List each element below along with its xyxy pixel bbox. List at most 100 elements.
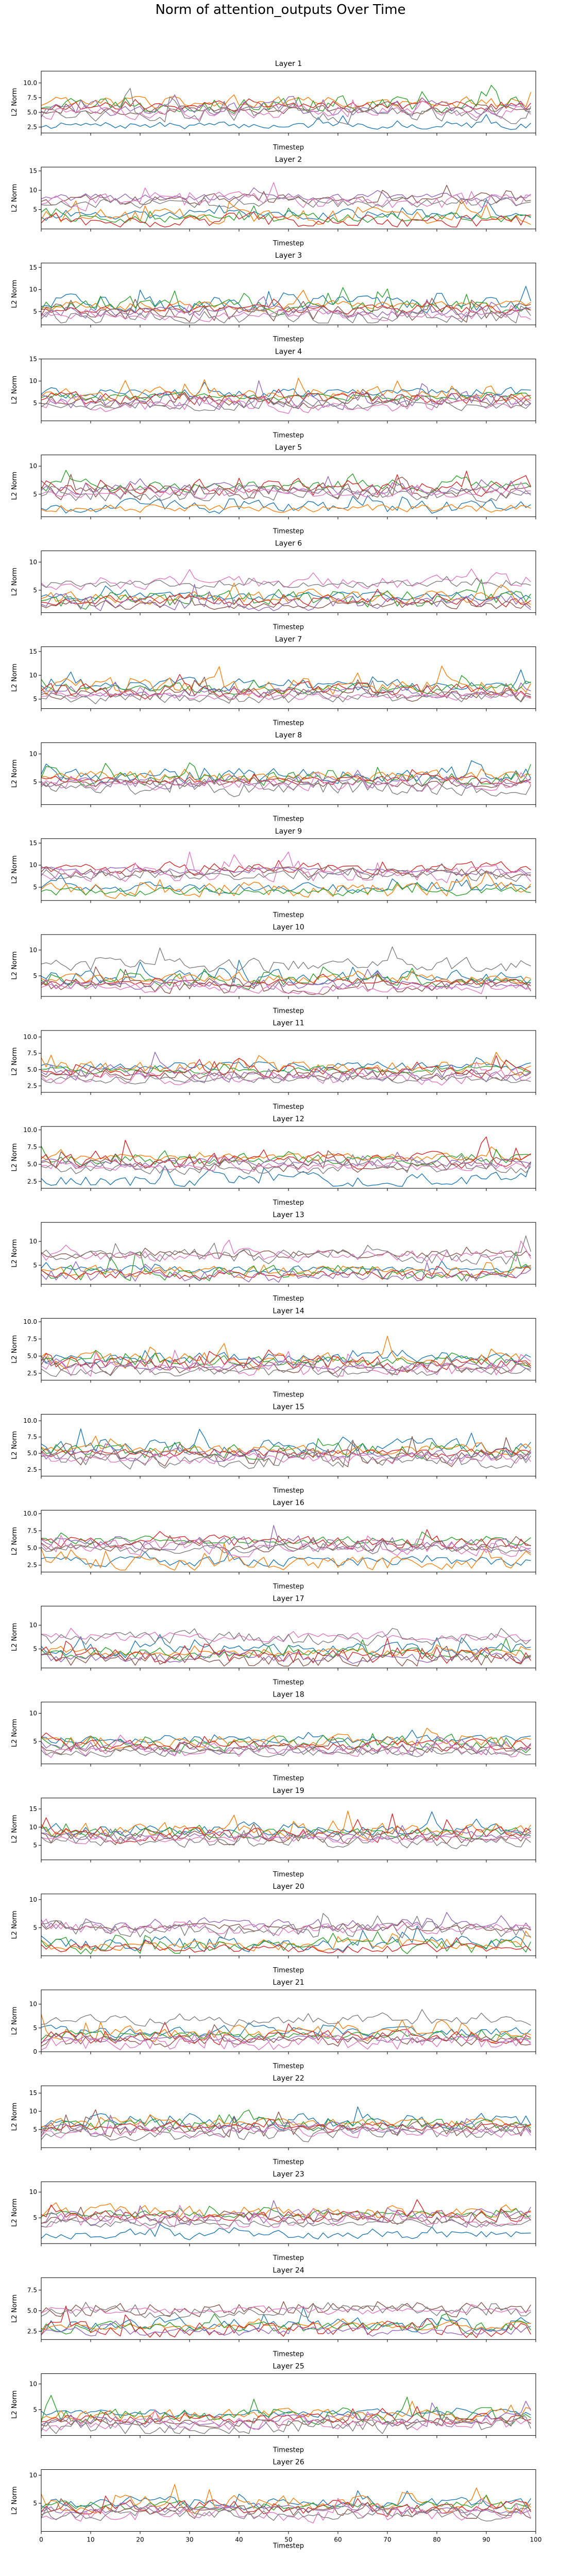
x-tick-label: 70 bbox=[383, 2536, 391, 2544]
series-line bbox=[41, 2498, 531, 2519]
y-tick-label: 10 bbox=[29, 2108, 37, 2115]
y-tick-label: 5 bbox=[33, 308, 37, 315]
series-line bbox=[41, 495, 531, 514]
x-axis-label: Timestep bbox=[273, 720, 304, 727]
y-tick-label: 10 bbox=[29, 2380, 37, 2387]
series-line bbox=[41, 2199, 531, 2223]
y-tick-label: 2.5 bbox=[27, 1082, 37, 1089]
x-axis-label: Timestep bbox=[273, 2158, 304, 2166]
y-tick-label: 5 bbox=[33, 1738, 37, 1745]
series-line bbox=[41, 1449, 531, 1465]
axes-frame bbox=[41, 1030, 536, 1093]
axes-frame bbox=[41, 454, 536, 517]
series-line bbox=[41, 1634, 531, 1658]
series-line bbox=[41, 2395, 531, 2426]
series-line bbox=[41, 1529, 531, 1549]
series-line bbox=[41, 1627, 531, 1646]
x-axis-label: Timestep bbox=[273, 1199, 304, 1207]
series-line bbox=[41, 394, 531, 414]
y-axis-label: L2 Norm bbox=[11, 2103, 19, 2131]
layer-panel: Layer 17 L2 Norm Timestep 5 10 bbox=[11, 1595, 536, 1687]
layer-panel: Layer 9 L2 Norm Timestep 5 10 15 bbox=[11, 827, 536, 919]
series-line bbox=[41, 2503, 531, 2522]
x-axis-label: Timestep bbox=[273, 1103, 304, 1111]
panel-title: Layer 16 bbox=[273, 1499, 304, 1507]
series-line bbox=[41, 2320, 531, 2337]
axes-frame bbox=[41, 1126, 536, 1189]
series-line bbox=[41, 1535, 531, 1558]
y-tick-label: 15 bbox=[29, 2089, 37, 2097]
y-tick-label: 5 bbox=[33, 2024, 37, 2032]
y-tick-label: 5.0 bbox=[27, 109, 37, 116]
series-line bbox=[41, 1627, 531, 1642]
x-axis-label: Timestep bbox=[273, 431, 304, 439]
y-tick-label: 5.0 bbox=[27, 1353, 37, 1360]
y-axis-label: L2 Norm bbox=[11, 1047, 19, 1075]
x-tick-label: 20 bbox=[136, 2536, 144, 2544]
series-line bbox=[41, 974, 531, 987]
series-line bbox=[41, 196, 531, 209]
y-tick-label: 7.5 bbox=[27, 1434, 37, 1441]
y-tick-label: 5 bbox=[33, 400, 37, 407]
x-axis-label: Timestep bbox=[273, 1679, 304, 1687]
y-tick-label: 10 bbox=[29, 2188, 37, 2196]
y-axis-label: L2 Norm bbox=[11, 951, 19, 979]
x-axis-label: Timestep bbox=[273, 144, 304, 152]
axes-frame bbox=[41, 1318, 536, 1381]
layer-panel: Layer 14 L2 Norm Timestep 2.5 5.0 7.5 10.0 bbox=[11, 1307, 536, 1399]
y-tick-label: 5 bbox=[33, 587, 37, 594]
y-axis-label: L2 Norm bbox=[11, 1143, 19, 1172]
panel-title: Layer 20 bbox=[273, 1883, 304, 1891]
series-line bbox=[41, 2406, 531, 2425]
series-line bbox=[41, 1154, 531, 1175]
axes-frame bbox=[41, 838, 536, 901]
series-line bbox=[41, 1235, 532, 1265]
series-line bbox=[41, 682, 531, 699]
x-tick-label: 50 bbox=[284, 2536, 292, 2544]
series-line bbox=[41, 1055, 531, 1078]
y-tick-label: 5 bbox=[33, 1646, 37, 1653]
y-tick-label: 10 bbox=[29, 1710, 37, 1717]
y-axis-label: L2 Norm bbox=[11, 759, 19, 788]
series-line bbox=[41, 1931, 532, 1954]
series-line bbox=[41, 1349, 531, 1372]
series-line bbox=[41, 966, 531, 990]
x-axis-label: Timestep bbox=[273, 2254, 304, 2262]
y-tick-label: 15 bbox=[29, 648, 37, 655]
series-line bbox=[41, 1646, 531, 1667]
y-tick-label: 7.5 bbox=[27, 2286, 37, 2294]
series-line bbox=[41, 1920, 531, 1932]
y-tick-label: 7.5 bbox=[27, 1335, 37, 1342]
series-line bbox=[41, 1439, 531, 1470]
series-line bbox=[41, 2217, 531, 2228]
series-line bbox=[41, 680, 531, 704]
y-axis-label: L2 Norm bbox=[11, 2006, 19, 2035]
y-tick-label: 7.5 bbox=[27, 1143, 37, 1151]
series-line bbox=[41, 2024, 531, 2048]
y-axis-label: L2 Norm bbox=[11, 2390, 19, 2419]
series-line bbox=[41, 1813, 531, 1844]
y-axis-label: L2 Norm bbox=[11, 2295, 19, 2323]
series-line bbox=[41, 1551, 531, 1567]
y-tick-label: 15 bbox=[29, 355, 37, 362]
y-tick-label: 2.5 bbox=[27, 2328, 37, 2335]
series-line bbox=[41, 2206, 531, 2224]
series-line bbox=[41, 851, 531, 884]
y-tick-label: 15 bbox=[29, 264, 37, 271]
y-tick-label: 10.0 bbox=[23, 1510, 37, 1517]
series-line bbox=[41, 959, 531, 986]
panel-title: Layer 18 bbox=[273, 1691, 304, 1699]
series-line bbox=[41, 2205, 531, 2230]
layer-panel: Layer 20 L2 Norm Timestep 5 10 bbox=[11, 1883, 536, 1974]
series-line bbox=[41, 2401, 531, 2422]
y-tick-label: 5 bbox=[33, 2500, 37, 2507]
axes-frame bbox=[41, 71, 536, 134]
x-axis-label: Timestep bbox=[273, 2350, 304, 2358]
series-line bbox=[41, 2119, 531, 2132]
series-line bbox=[41, 392, 531, 402]
series-line bbox=[41, 1350, 531, 1377]
series-line bbox=[41, 2496, 532, 2517]
x-axis-label: Timestep bbox=[273, 1583, 304, 1591]
panel-title: Layer 17 bbox=[273, 1595, 304, 1603]
y-tick-label: 5 bbox=[33, 2406, 37, 2413]
